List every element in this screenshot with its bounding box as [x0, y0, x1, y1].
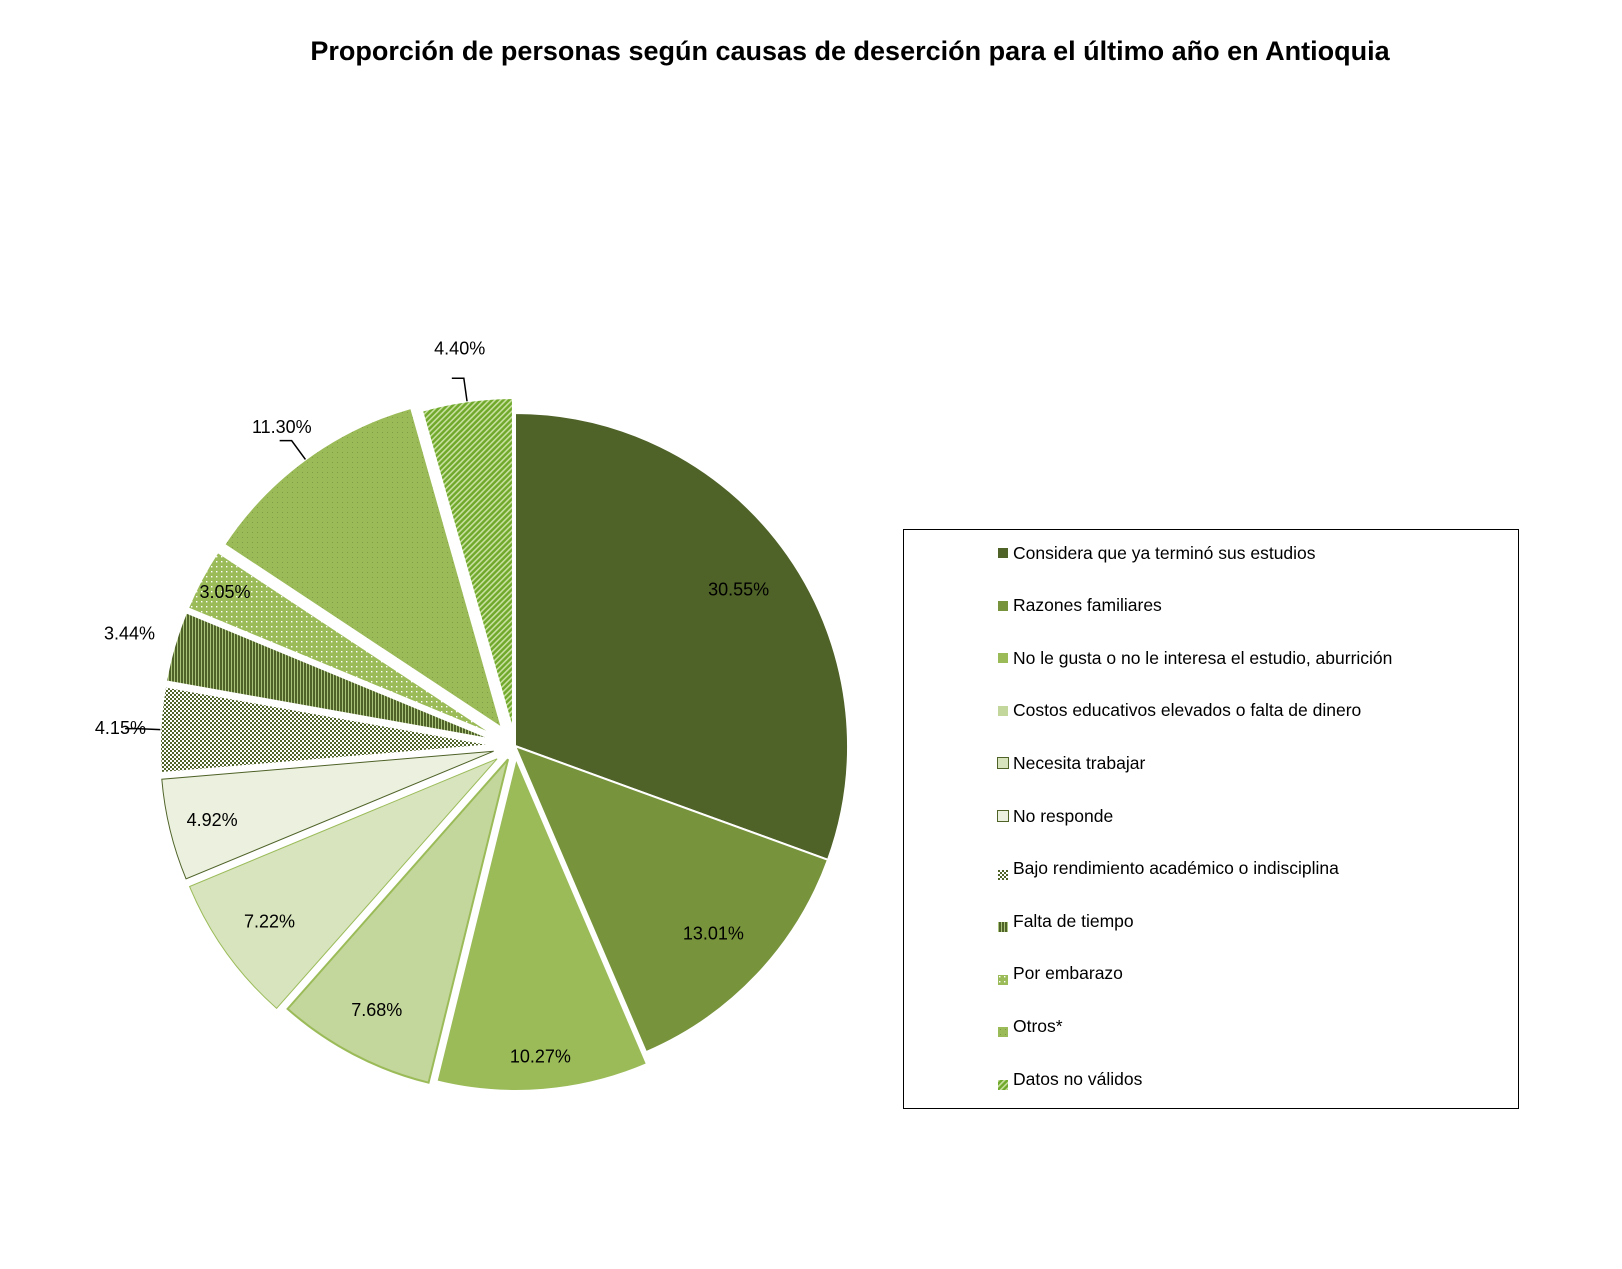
data-label: 7.68% — [351, 1000, 402, 1020]
legend-swatch — [998, 600, 1008, 611]
leader-line — [125, 727, 161, 731]
pie-slice — [435, 754, 649, 1092]
legend-item: Costos educativos elevados o falta de di… — [998, 698, 1361, 724]
legend-swatch — [998, 653, 1008, 664]
legend-label: Datos no válidos — [1013, 1068, 1143, 1089]
data-label: 7.22% — [244, 911, 295, 931]
legend-label: Costos educativos elevados o falta de di… — [1013, 700, 1362, 721]
leader-line — [451, 377, 468, 402]
legend-label: No responde — [1013, 805, 1114, 826]
legend-item: Considera que ya terminó sus estudios — [998, 540, 1316, 566]
data-label: 3.05% — [200, 582, 251, 602]
chart-legend: Considera que ya terminó sus estudios Raz… — [903, 529, 1519, 1109]
legend-item: No le gusta o no le interesa el estudio,… — [998, 645, 1392, 671]
data-label: 4.40% — [434, 339, 485, 359]
legend-swatch — [997, 757, 1009, 770]
pie-slice — [222, 406, 504, 731]
pie-slice — [188, 758, 498, 1010]
data-label: 13.01% — [683, 924, 744, 944]
pie-slice — [513, 744, 830, 1054]
data-label: 11.30% — [252, 417, 312, 437]
pie-slice — [420, 397, 514, 732]
data-label: 10.27% — [510, 1047, 571, 1067]
data-label: 30.55% — [708, 579, 769, 599]
legend-item: No responde — [997, 803, 1114, 829]
pie-slice — [286, 758, 510, 1084]
legend-label: No le gusta o no le interesa el estudio,… — [1013, 647, 1393, 668]
legend-item: Razones familiares — [998, 593, 1162, 619]
chart-title: Proporción de personas según causas de d… — [310, 36, 1390, 66]
legend-swatch — [998, 916, 1008, 933]
legend-swatch — [998, 1074, 1008, 1090]
legend-swatch — [998, 864, 1008, 880]
data-label: 4.92% — [187, 810, 238, 830]
legend-swatch — [998, 705, 1008, 716]
legend-item: Necesita trabajar — [997, 750, 1146, 776]
legend-swatch — [997, 810, 1009, 822]
legend-label: Otros* — [1013, 1015, 1063, 1036]
legend-item: Por embarazo — [998, 961, 1123, 987]
legend-swatch — [998, 969, 1008, 985]
data-label: 3.44% — [104, 623, 155, 643]
pie-slice — [159, 685, 494, 775]
pie-slice — [514, 411, 849, 862]
legend-item: Bajo rendimiento académico o indisciplin… — [998, 856, 1339, 882]
pie-slice — [164, 611, 495, 741]
pie-slice — [161, 750, 494, 880]
legend-label: Bajo rendimiento académico o indisciplin… — [1013, 858, 1339, 879]
legend-item: Falta de tiempo — [998, 908, 1134, 934]
pie-slice — [186, 550, 497, 737]
data-label: 4.15% — [95, 718, 146, 738]
legend-swatch — [998, 548, 1008, 558]
legend-label: Necesita trabajar — [1013, 752, 1146, 773]
legend-label: Falta de tiempo — [1013, 910, 1134, 931]
legend-label: Por embarazo — [1013, 963, 1123, 984]
legend-label: Considera que ya terminó sus estudios — [1013, 542, 1316, 563]
legend-item: Datos no válidos — [998, 1066, 1142, 1092]
legend-swatch — [998, 1021, 1008, 1038]
leader-line — [279, 439, 307, 460]
legend-item: Otros* — [998, 1013, 1063, 1039]
legend-label: Razones familiares — [1013, 595, 1162, 616]
